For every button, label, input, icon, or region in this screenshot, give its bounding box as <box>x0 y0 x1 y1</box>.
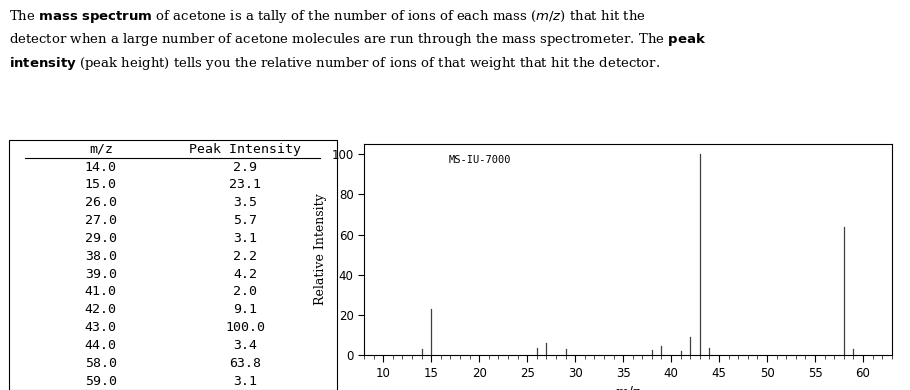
Text: 2.0: 2.0 <box>233 285 257 298</box>
Text: 41.0: 41.0 <box>85 285 116 298</box>
Text: m/z: m/z <box>89 143 113 156</box>
Text: 9.1: 9.1 <box>233 303 257 316</box>
Text: 44.0: 44.0 <box>85 339 116 352</box>
Text: 26.0: 26.0 <box>85 196 116 209</box>
Text: 3.1: 3.1 <box>233 374 257 388</box>
Text: 29.0: 29.0 <box>85 232 116 245</box>
Text: 63.8: 63.8 <box>229 357 261 370</box>
Text: 27.0: 27.0 <box>85 214 116 227</box>
Text: Peak Intensity: Peak Intensity <box>189 143 301 156</box>
Y-axis label: Relative Intensity: Relative Intensity <box>314 194 328 305</box>
Text: 43.0: 43.0 <box>85 321 116 334</box>
Text: MS-IU-7000: MS-IU-7000 <box>449 155 511 165</box>
Text: 59.0: 59.0 <box>85 374 116 388</box>
Text: 3.1: 3.1 <box>233 232 257 245</box>
Text: 100.0: 100.0 <box>225 321 265 334</box>
Text: 42.0: 42.0 <box>85 303 116 316</box>
Text: 23.1: 23.1 <box>229 179 261 191</box>
Text: 2.2: 2.2 <box>233 250 257 263</box>
Text: 15.0: 15.0 <box>85 179 116 191</box>
Text: 3.4: 3.4 <box>233 339 257 352</box>
Text: 38.0: 38.0 <box>85 250 116 263</box>
Text: 4.2: 4.2 <box>233 268 257 281</box>
Text: 58.0: 58.0 <box>85 357 116 370</box>
Text: 3.5: 3.5 <box>233 196 257 209</box>
Text: 5.7: 5.7 <box>233 214 257 227</box>
X-axis label: m/z: m/z <box>615 385 641 390</box>
Text: 39.0: 39.0 <box>85 268 116 281</box>
Text: The $\mathbf{mass\ spectrum}$ of acetone is a tally of the number of ions of eac: The $\mathbf{mass\ spectrum}$ of acetone… <box>9 8 706 72</box>
Text: 14.0: 14.0 <box>85 161 116 174</box>
Text: 2.9: 2.9 <box>233 161 257 174</box>
